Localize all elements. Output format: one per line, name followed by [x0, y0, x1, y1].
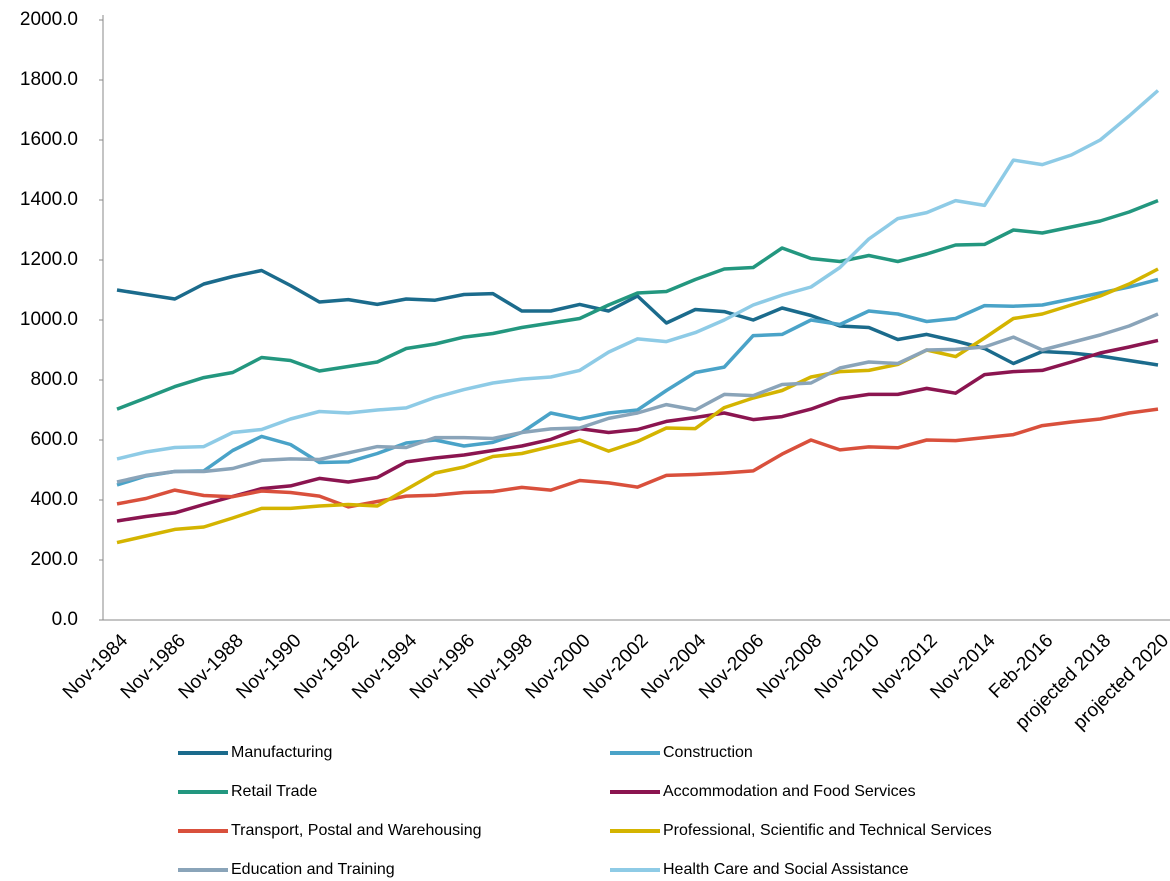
y-tick-label: 600.0 — [30, 429, 78, 450]
legend-label: Construction — [663, 744, 753, 761]
series-line — [116, 198, 1159, 411]
y-tick-label: 1000.0 — [20, 309, 78, 330]
y-tick-label: 1600.0 — [20, 129, 78, 150]
legend-label: Transport, Postal and Warehousing — [231, 822, 482, 839]
legend-label: Education and Training — [231, 861, 395, 878]
series-line — [116, 89, 1160, 461]
series-line — [116, 338, 1159, 523]
y-tick-label: 1800.0 — [20, 69, 78, 90]
series-line — [116, 312, 1159, 484]
series-line — [116, 277, 1159, 487]
y-tick-label: 400.0 — [30, 489, 78, 510]
y-tick-label: 2000.0 — [20, 9, 78, 30]
legend-label: Manufacturing — [231, 744, 332, 761]
legend-label: Retail Trade — [231, 783, 317, 800]
y-tick-label: 800.0 — [30, 369, 78, 390]
legend-label: Health Care and Social Assistance — [663, 861, 909, 878]
y-tick-label: 1200.0 — [20, 249, 78, 270]
series-line — [116, 267, 1159, 545]
legend-label: Professional, Scientific and Technical S… — [663, 822, 992, 839]
y-tick-label: 200.0 — [30, 549, 78, 570]
legend-label: Accommodation and Food Services — [663, 783, 916, 800]
series-line — [116, 407, 1159, 509]
series-line — [116, 268, 1159, 367]
y-tick-label: 0.0 — [52, 609, 78, 630]
y-tick-label: 1400.0 — [20, 189, 78, 210]
